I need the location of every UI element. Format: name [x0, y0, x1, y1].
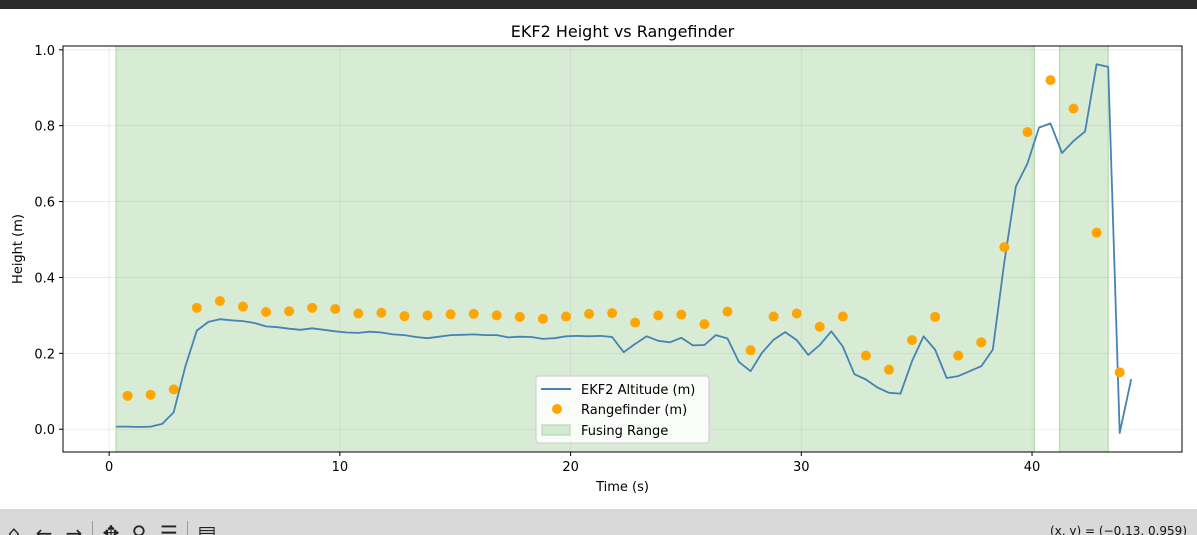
rangefinder-point	[491, 310, 502, 321]
rangefinder-point	[422, 310, 433, 321]
legend-box	[535, 375, 710, 444]
toolbar-separator	[187, 521, 188, 535]
chart-title: EKF2 Height vs Rangefinder	[511, 22, 735, 41]
rangefinder-point	[1091, 227, 1102, 238]
rangefinder-point	[1068, 103, 1079, 114]
ekf-line-layer	[116, 63, 1133, 434]
rangefinder-point	[630, 317, 641, 328]
rangefinder-point	[261, 306, 272, 317]
rangefinder-point	[837, 311, 848, 322]
y-tick-label: 0.0	[34, 423, 55, 438]
navigation-toolbar: ⌂ ← → ✥ ⚲ ☰ ▤ (x, y) = (−0.13, 0.959)	[0, 509, 1197, 535]
rangefinder-point	[1022, 127, 1033, 138]
fusing-range-band	[1059, 45, 1109, 453]
x-tick-label: 0	[105, 460, 113, 475]
rangefinder-point	[284, 306, 295, 317]
home-icon[interactable]: ⌂	[7, 521, 21, 535]
rangefinder-point	[560, 311, 571, 322]
toolbar-separator	[92, 521, 93, 535]
y-tick-label: 0.8	[34, 120, 55, 135]
legend-rangefinder-label: Rangefinder (m)	[581, 403, 687, 418]
rangefinder-point	[676, 309, 687, 320]
legend-rangefinder-swatch	[552, 404, 562, 414]
legend: EKF2 Altitude (m) Rangefinder (m) Fusing…	[535, 375, 710, 444]
rangefinder-point	[860, 350, 871, 361]
rangefinder-point	[953, 350, 964, 361]
rangefinder-point	[353, 308, 364, 319]
rangefinder-point	[145, 389, 156, 400]
rangefinder-point	[214, 295, 225, 306]
rangefinder-point	[514, 311, 525, 322]
window-title-bar	[0, 0, 1197, 9]
rangefinder-point	[768, 311, 779, 322]
rangefinder-point	[745, 345, 756, 356]
y-tick-label: 0.4	[34, 271, 55, 286]
rangefinder-point	[445, 309, 456, 320]
x-tick-label: 10	[332, 460, 349, 475]
y-tick-label: 0.6	[34, 196, 55, 211]
rangefinder-point	[814, 321, 825, 332]
x-tick-label: 20	[562, 460, 579, 475]
plot-frame	[62, 45, 1183, 453]
coordinate-readout: (x, y) = (−0.13, 0.959)	[1050, 524, 1187, 535]
rangefinder-points-layer	[122, 75, 1125, 401]
rangefinder-point	[607, 308, 618, 319]
rangefinder-point	[999, 242, 1010, 253]
ekf-altitude-line	[116, 63, 1133, 434]
back-icon[interactable]: ←	[35, 521, 53, 535]
forward-icon[interactable]: →	[65, 521, 83, 535]
chart: 0 10 20 30 40 0.0 0.2 0.4 0.6 0.8 1.0 EKF2 Height…	[11, 22, 1183, 495]
rangefinder-point	[168, 384, 179, 395]
y-tick-label: 0.2	[34, 347, 55, 362]
pan-icon[interactable]: ✥	[102, 521, 120, 535]
rangefinder-point	[1045, 75, 1056, 86]
x-axis-label: Time (s)	[595, 480, 649, 495]
rangefinder-point	[537, 313, 548, 324]
zoom-icon[interactable]: ⚲	[131, 521, 147, 535]
rangefinder-point	[122, 390, 133, 401]
rangefinder-point	[699, 319, 710, 330]
rangefinder-point	[1114, 367, 1125, 378]
rangefinder-point	[976, 337, 987, 348]
y-axis-label: Height (m)	[11, 214, 26, 284]
rangefinder-point	[330, 303, 341, 314]
rangefinder-point	[930, 311, 941, 322]
rangefinder-point	[399, 311, 410, 322]
x-ticks: 0 10 20 30 40	[105, 452, 1040, 475]
rangefinder-point	[584, 308, 595, 319]
legend-fusing-label: Fusing Range	[581, 424, 668, 439]
rangefinder-point	[883, 364, 894, 375]
rangefinder-point	[468, 308, 479, 319]
rangefinder-point	[191, 302, 202, 313]
rangefinder-point	[722, 306, 733, 317]
rangefinder-point	[653, 310, 664, 321]
rangefinder-point	[791, 308, 802, 319]
legend-fusing-swatch	[541, 424, 571, 436]
save-icon[interactable]: ▤	[197, 521, 217, 535]
grid-layer	[63, 46, 1182, 452]
rangefinder-point	[376, 307, 387, 318]
rangefinder-point	[907, 335, 918, 346]
rangefinder-point	[307, 302, 318, 313]
figure-canvas: 0 10 20 30 40 0.0 0.2 0.4 0.6 0.8 1.0 EKF2 Height…	[0, 9, 1197, 509]
legend-ekf-label: EKF2 Altitude (m)	[581, 383, 695, 398]
x-tick-label: 40	[1024, 460, 1041, 475]
y-tick-label: 1.0	[34, 44, 55, 59]
y-ticks: 0.0 0.2 0.4 0.6 0.8 1.0	[34, 44, 63, 438]
configure-icon[interactable]: ☰	[160, 521, 178, 535]
rangefinder-point	[237, 301, 248, 312]
x-tick-label: 30	[793, 460, 810, 475]
